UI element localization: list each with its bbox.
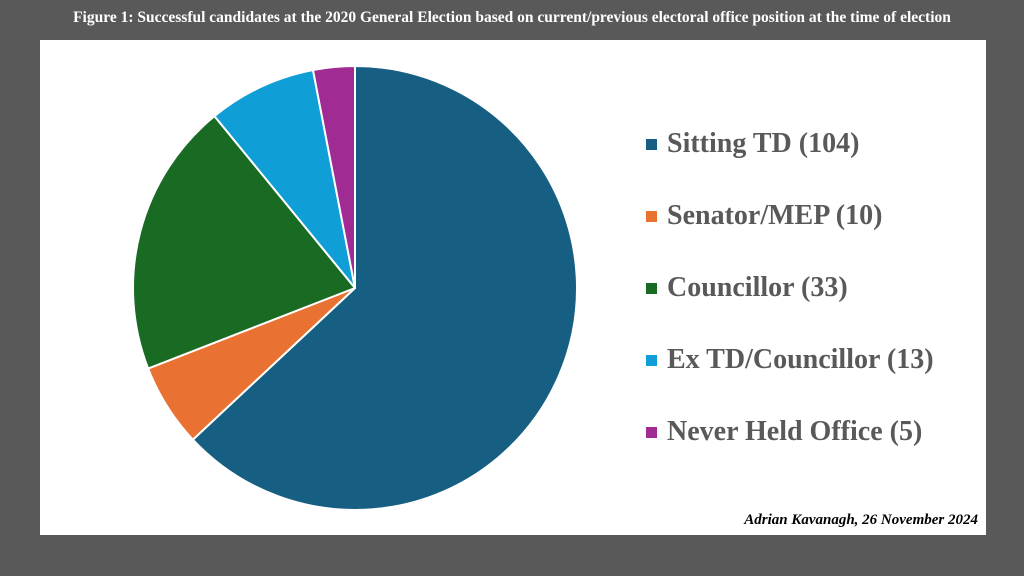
legend-item-senator-mep: Senator/MEP (10)	[646, 196, 934, 236]
legend-swatch	[646, 282, 657, 294]
author-credit: Adrian Kavanagh, 26 November 2024	[744, 512, 978, 528]
legend-label: Never Held Office (5)	[667, 416, 923, 447]
legend-swatch	[646, 426, 657, 438]
chart-panel: Sitting TD (104) Senator/MEP (10) Councill…	[40, 40, 986, 535]
legend-label: Senator/MEP (10)	[667, 200, 883, 231]
pie-chart	[132, 65, 578, 511]
legend-swatch	[646, 354, 657, 366]
legend-item-councillor: Councillor (33)	[646, 268, 934, 308]
legend-label: Sitting TD (104)	[667, 128, 860, 159]
pie-slice-ex-td-councillor	[213, 69, 356, 289]
legend-item-ex-td-councillor: Ex TD/Councillor (13)	[646, 340, 934, 380]
legend-label: Ex TD/Councillor (13)	[667, 344, 934, 375]
pie-slice-sitting-td	[191, 65, 578, 511]
chart-legend: Sitting TD (104) Senator/MEP (10) Councill…	[646, 124, 934, 484]
pie-slice-councillor	[132, 115, 356, 370]
legend-swatch	[646, 138, 657, 150]
pie-slice-never-held-office	[311, 65, 356, 289]
legend-item-never-held-office: Never Held Office (5)	[646, 412, 934, 452]
legend-item-sitting-td: Sitting TD (104)	[646, 124, 934, 164]
legend-label: Councillor (33)	[667, 272, 848, 303]
figure-title: Figure 1: Successful candidates at the 2…	[73, 9, 951, 26]
legend-swatch	[646, 210, 657, 222]
